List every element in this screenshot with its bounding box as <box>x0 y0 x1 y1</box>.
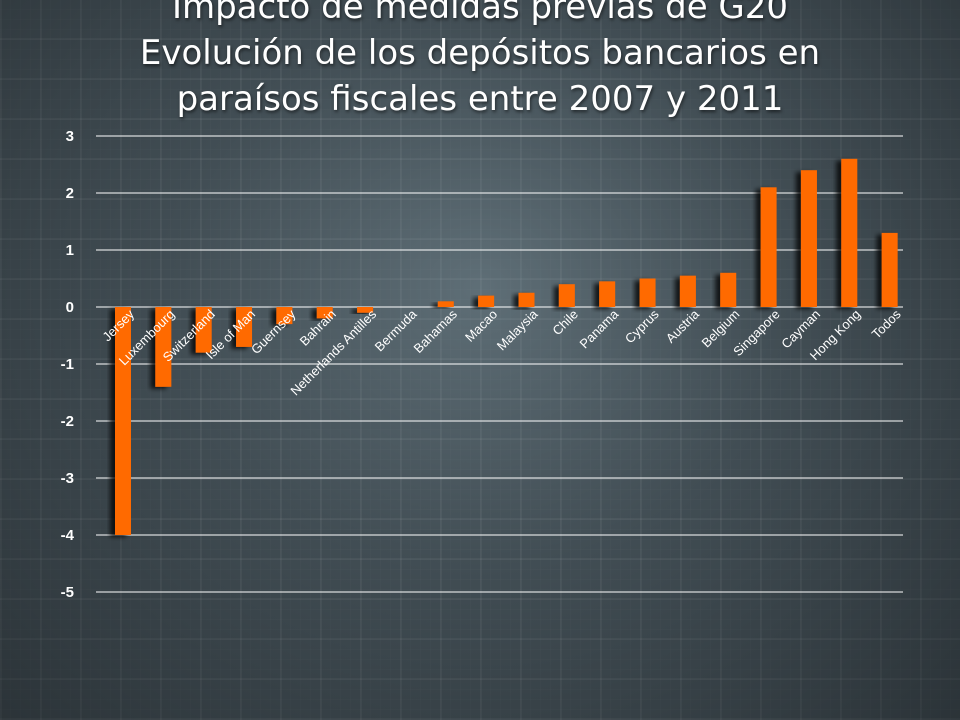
bar-panama <box>599 281 616 307</box>
bar-cayman <box>800 170 817 307</box>
bar-bahrain <box>316 307 333 319</box>
y-tick-label: 0 <box>66 299 74 316</box>
title-line-3: paraísos fiscales entre 2007 y 2011 <box>176 79 784 119</box>
y-tick-label: -3 <box>61 470 74 487</box>
bars <box>115 158 898 535</box>
category-label: Guernsey <box>248 306 299 357</box>
bar-hong-kong <box>841 158 858 307</box>
title-line-1: Impacto de medidas previas de G20 <box>171 0 789 27</box>
y-axis-ticks: 3 2 1 0 -1 -2 -3 -4 -5 <box>61 128 75 601</box>
category-label: Cyprus <box>622 306 662 346</box>
category-label: Austria <box>663 306 703 346</box>
y-tick-label: -1 <box>61 356 74 373</box>
bar-cyprus <box>639 278 656 307</box>
bar-luxembourg <box>155 307 172 387</box>
bar-macao <box>478 295 495 307</box>
title-line-2: Evolución de los depósitos bancarios en <box>139 33 821 73</box>
bar-netherlands-antilles <box>357 307 374 313</box>
y-tick-label: -5 <box>61 584 74 601</box>
bar-isle-of-man <box>236 307 253 347</box>
bar-malaysia <box>518 292 535 307</box>
category-label: Macao <box>462 307 500 345</box>
bar-guernsey <box>276 307 293 325</box>
category-label: Malaysia <box>494 306 541 353</box>
bar-switzerland <box>195 307 212 353</box>
bar-singapore <box>760 187 777 307</box>
category-label: Todos <box>869 306 904 341</box>
category-label: Panama <box>576 306 621 351</box>
y-tick-label: -2 <box>61 413 74 430</box>
category-label: Chile <box>549 307 581 339</box>
slide-title: Impacto de medidas previas de G20 Evoluc… <box>40 0 920 122</box>
bar-bahamas <box>437 301 454 307</box>
category-label: Bahamas <box>410 306 460 356</box>
y-tick-label: 2 <box>66 185 74 202</box>
bar-todos <box>881 232 898 307</box>
gridlines <box>96 135 903 593</box>
bar-chile <box>558 284 575 307</box>
bar-belgium <box>720 272 737 307</box>
bar-jersey <box>115 307 131 535</box>
bar-austria <box>679 275 696 307</box>
y-tick-label: -4 <box>61 527 75 544</box>
y-tick-label: 1 <box>66 242 74 259</box>
y-tick-label: 3 <box>66 128 74 145</box>
